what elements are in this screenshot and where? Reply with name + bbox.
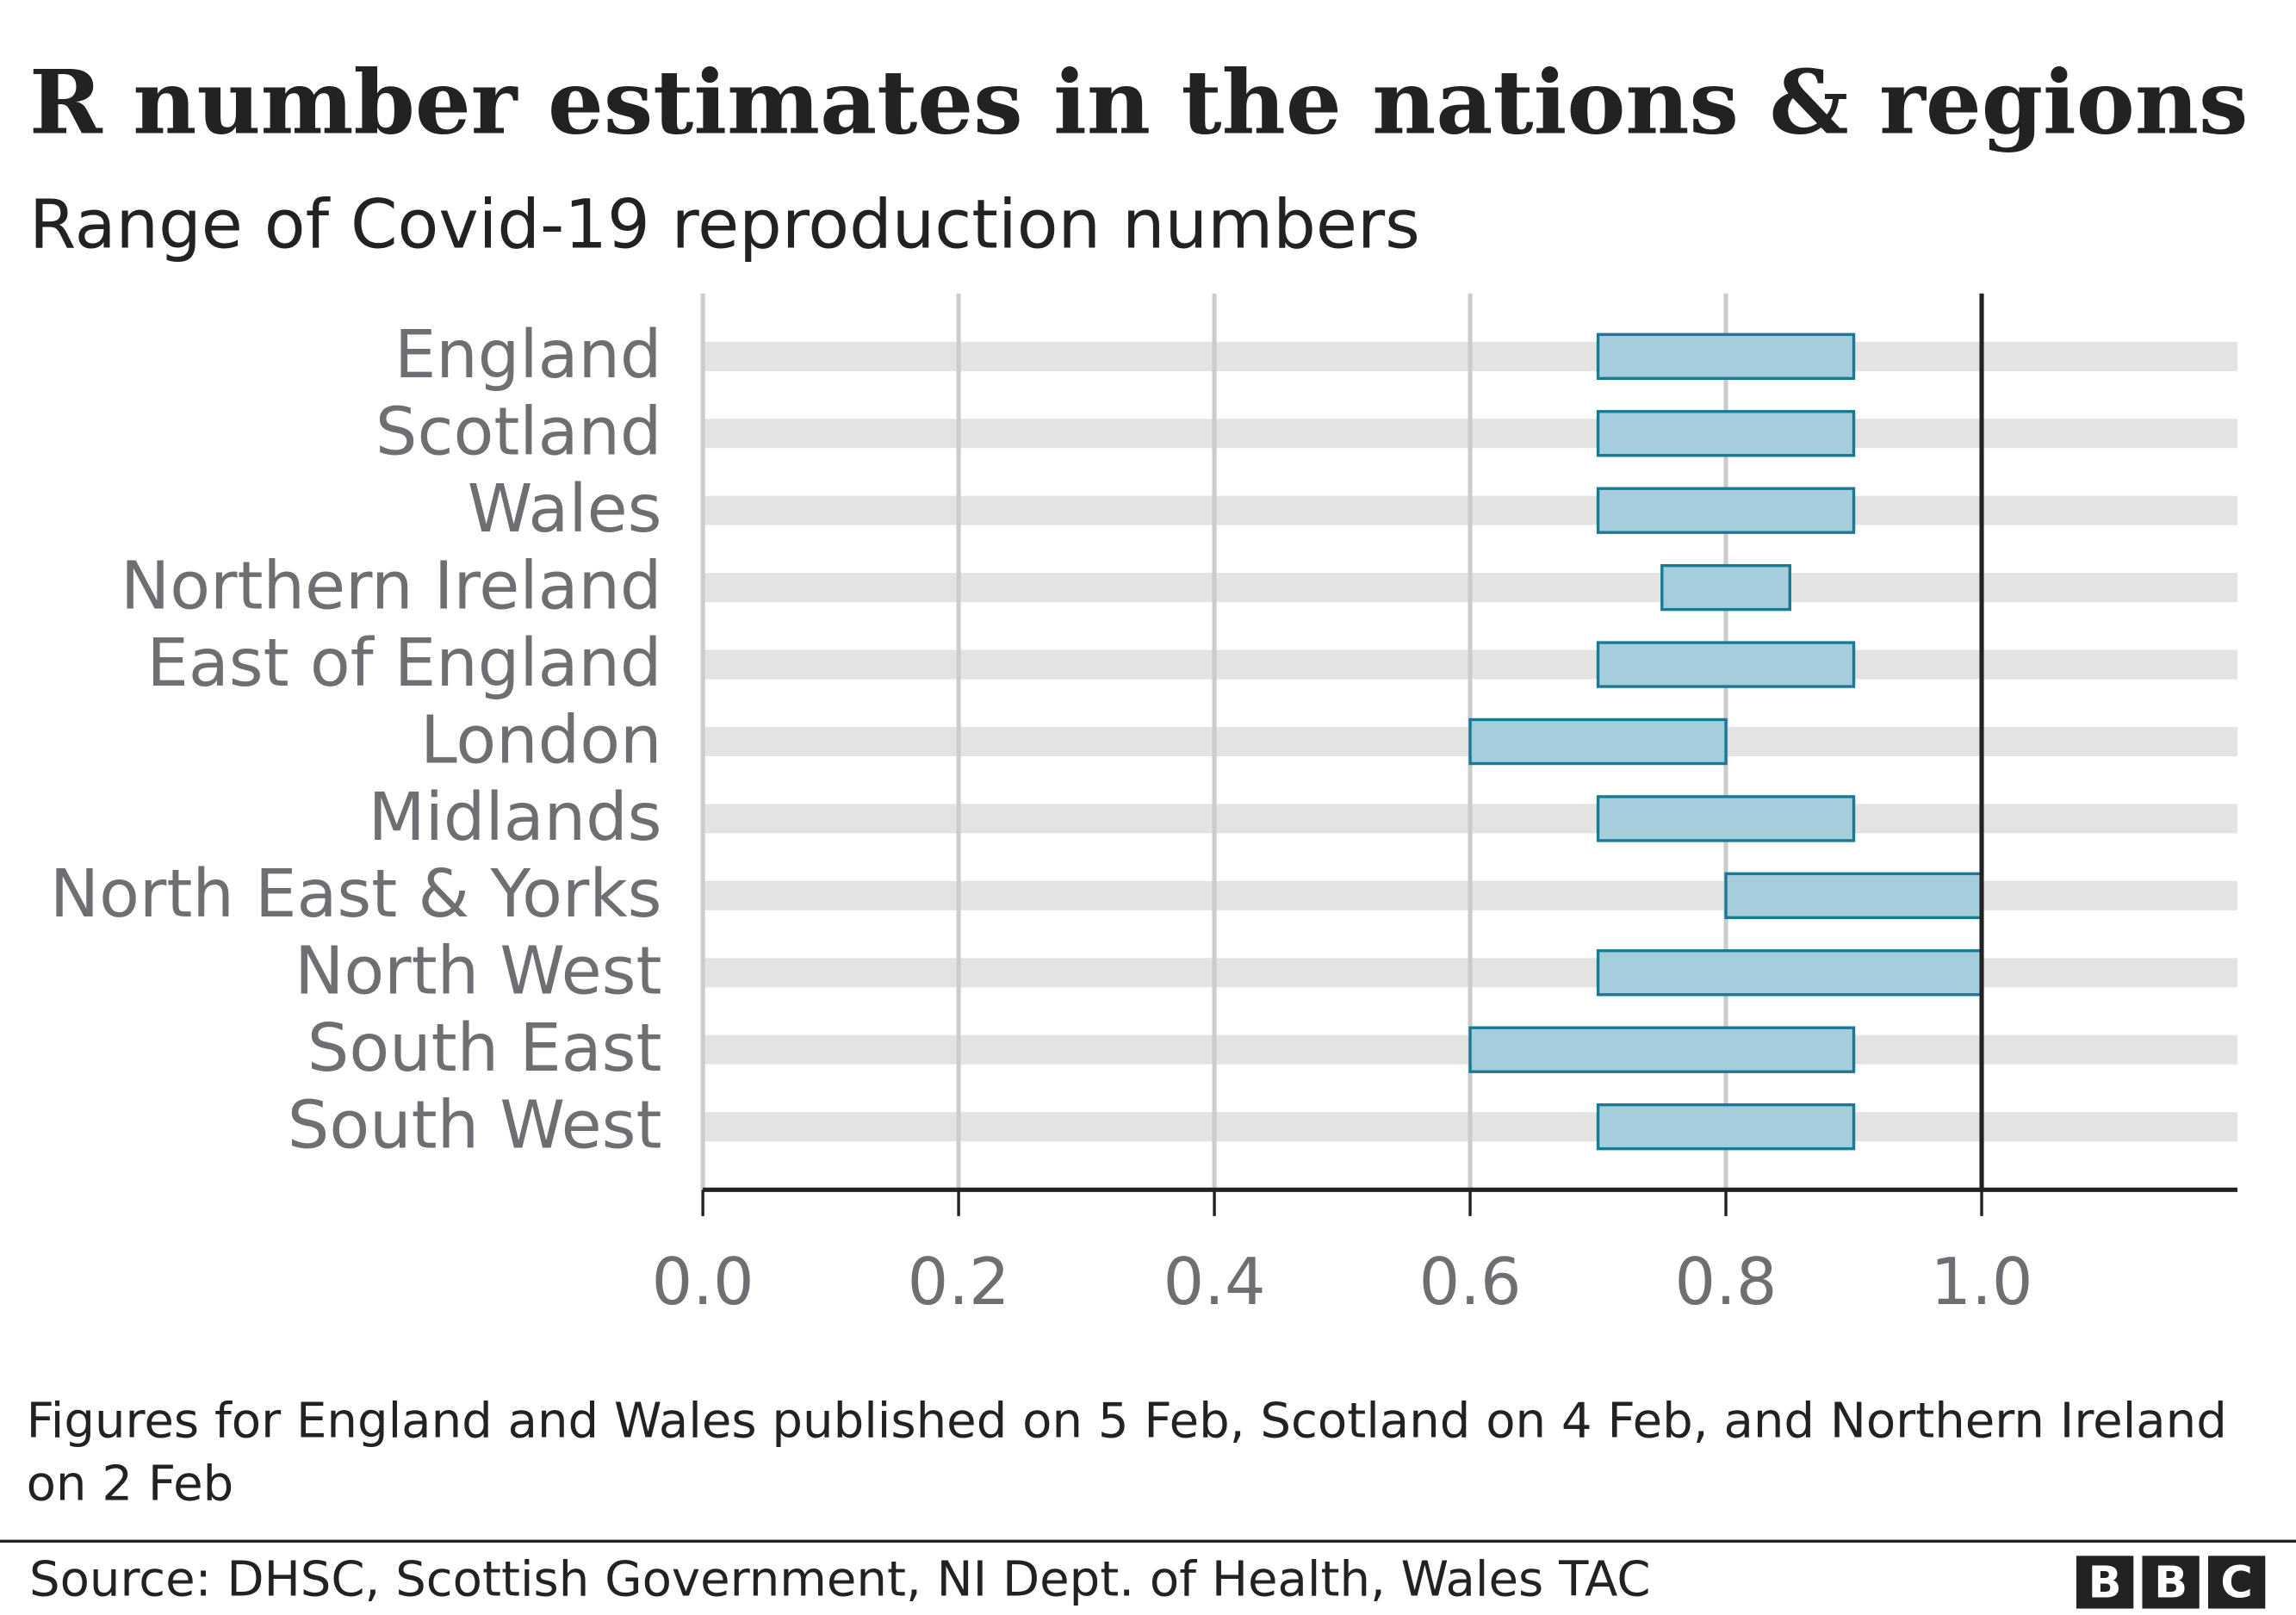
y-category-label: South West	[288, 1088, 662, 1165]
y-category-label: East of England	[147, 625, 662, 702]
range-bar	[1596, 795, 1856, 842]
x-tick-label: 0.2	[908, 1245, 1010, 1320]
x-tick-label: 1.0	[1931, 1245, 2033, 1320]
x-tick-label: 0.6	[1419, 1245, 1522, 1320]
y-category-label: England	[394, 317, 662, 394]
footnote: Figures for England and Wales published …	[26, 1391, 2227, 1513]
x-tick-label: 0.4	[1164, 1245, 1266, 1320]
y-category-label: London	[420, 702, 661, 779]
logo-box	[2207, 1556, 2266, 1609]
range-bar	[1596, 410, 1856, 457]
source: Source: DHSC, Scottish Government, NI De…	[29, 1552, 1651, 1608]
logo-letter: C	[2220, 1557, 2252, 1608]
y-category-label: Scotland	[375, 394, 662, 471]
y-category-label: Wales	[468, 471, 662, 548]
logo-letter: B	[2088, 1557, 2122, 1608]
range-bar	[1596, 1103, 1856, 1151]
range-bar	[1660, 563, 1791, 612]
x-tick-label: 0.0	[652, 1245, 754, 1320]
logo-box	[2142, 1556, 2200, 1609]
logo-letter: B	[2154, 1557, 2187, 1608]
y-category-label: North West	[295, 934, 661, 1010]
range-bar	[1468, 717, 1728, 766]
y-category-label: North East & Yorks	[50, 856, 662, 933]
logo-box	[2076, 1556, 2134, 1609]
chart-title: R number estimates in the nations & regi…	[29, 52, 2248, 155]
y-category-label: Midlands	[369, 780, 662, 856]
y-category-label: Northern Ireland	[121, 549, 662, 625]
chart-subtitle: Range of Covid-19 reproduction numbers	[29, 185, 1420, 264]
range-bar	[1596, 332, 1856, 381]
range-bar	[1468, 1026, 1856, 1073]
x-tick-label: 0.8	[1675, 1245, 1778, 1320]
range-bar	[1596, 641, 1856, 688]
footnote-box: Figures for England and Wales published …	[26, 1391, 2227, 1513]
range-bar	[1596, 949, 1983, 997]
y-category-label: South East	[307, 1010, 662, 1087]
range-bar	[1724, 872, 1983, 920]
range-bar	[1596, 487, 1856, 534]
